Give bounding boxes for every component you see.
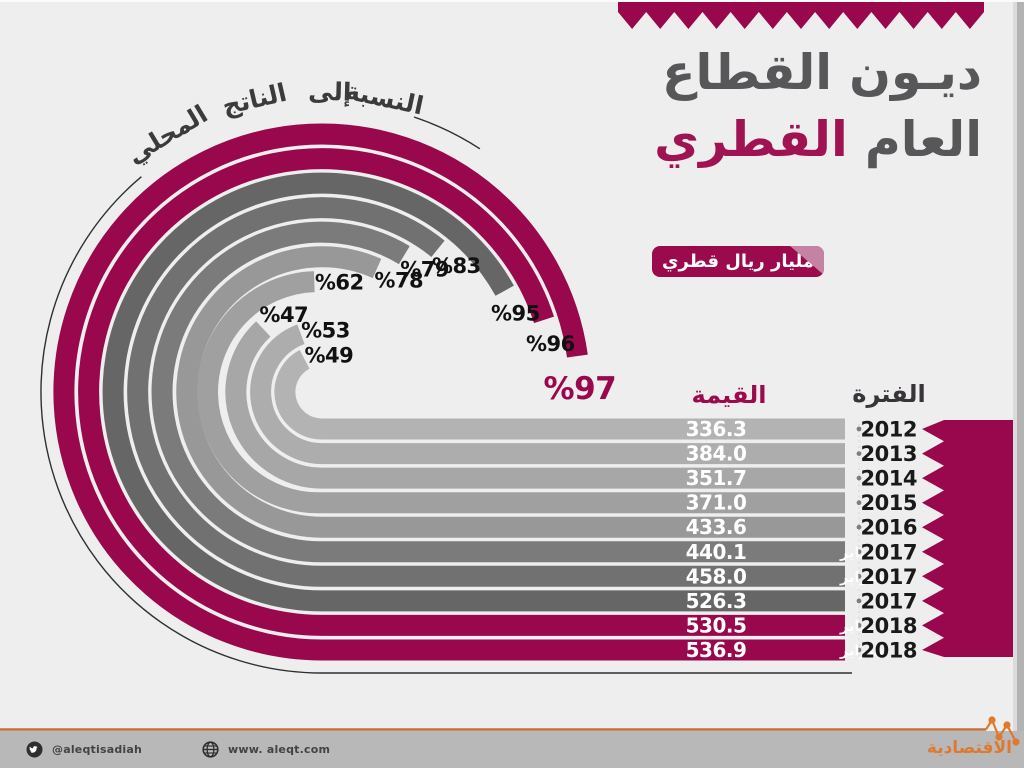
value-label: 433.6 [686, 515, 747, 539]
badge-fold-decoration [790, 246, 824, 275]
pct-of-gdp-label: %78 [374, 269, 423, 293]
table-header-period: الفترة [852, 380, 926, 408]
page-edge-highlight [1013, 0, 1017, 731]
table-header-value: القيمة [691, 381, 767, 409]
period-tick-dot [856, 475, 862, 481]
page-top-edge [0, 0, 1024, 2]
brand-chart-glyph-dot [1003, 721, 1011, 729]
period-tick-dot [856, 623, 862, 628]
footer-links: @aleqtisadiah www. aleqt.com [26, 739, 330, 759]
value-label: 458.0 [686, 564, 747, 588]
year-label: 2015 [861, 491, 917, 515]
globe-icon [202, 740, 219, 758]
period-tick-dot [856, 573, 862, 579]
pct-of-gdp-label: %97 [544, 371, 617, 407]
pct-of-gdp-label: %47 [259, 303, 308, 327]
footer-twitter-handle[interactable]: @aleqtisadiah [52, 742, 143, 756]
pct-of-gdp-label: %53 [301, 319, 350, 343]
footer-bar: @aleqtisadiah www. aleqt.com الاقتصادية [0, 731, 1024, 768]
footer-website[interactable]: www. aleqt.com [228, 742, 331, 756]
month-label: يناير [839, 545, 871, 561]
period-tick-dot [856, 451, 862, 456]
page-edge-shadow [1017, 0, 1024, 731]
curved-axis-word: الناتج [219, 78, 289, 122]
unit-badge: مليار ريال قطري [652, 246, 824, 277]
period-chevron-block [922, 420, 1013, 657]
value-label: 440.1 [686, 540, 747, 564]
year-label: 2012 [861, 418, 917, 442]
zigzag-ribbon [618, 2, 984, 29]
period-tick-dot [856, 524, 862, 530]
brand-chart-glyph-dot [988, 716, 996, 724]
page-title-accent-word: القطري [654, 110, 849, 168]
value-label: 526.3 [686, 589, 747, 613]
year-label: 2013 [861, 442, 917, 466]
page-title-line1: ديـون القطاع [662, 44, 983, 101]
month-label: فبراير [839, 644, 884, 660]
value-label: 384.0 [686, 442, 747, 466]
period-tick-dot [856, 647, 862, 653]
year-label: 2016 [861, 516, 917, 540]
month-label: فبراير [839, 570, 884, 586]
curved-axis-word: النسبة [343, 76, 426, 121]
year-label: 2014 [861, 467, 917, 491]
pct-of-gdp-label: %83 [432, 254, 481, 278]
page-title-line2: العام القطري [654, 110, 983, 168]
pct-of-gdp-label: %96 [526, 332, 575, 356]
curved-axis-word: إلى [308, 77, 352, 107]
year-label: 2018 [861, 639, 917, 663]
value-label: 536.9 [686, 638, 747, 662]
value-label: 371.0 [686, 491, 747, 515]
year-label: 2018 [861, 614, 917, 638]
year-label: 2017 [861, 589, 917, 613]
page-title: ديـون القطاع العام القطري [562, 40, 983, 173]
period-tick-dot [856, 500, 862, 506]
outline-arc-right-segment [413, 116, 481, 150]
pct-of-gdp-label: %49 [305, 344, 354, 368]
month-label: يناير [839, 619, 871, 635]
pct-of-gdp-label: %95 [491, 301, 540, 325]
value-label: 530.5 [686, 613, 747, 637]
value-label: 351.7 [686, 466, 747, 490]
year-label: 2017 [861, 540, 917, 564]
value-label: 336.3 [686, 417, 747, 441]
twitter-icon[interactable] [26, 741, 43, 758]
year-label: 2017 [861, 565, 917, 589]
pct-of-gdp-label: %62 [315, 271, 364, 295]
period-tick-dot [856, 549, 862, 555]
pct-of-gdp-label: %79 [400, 258, 449, 282]
period-tick-dot [856, 426, 862, 432]
curved-axis-word: المحلي [122, 99, 213, 169]
period-tick-dot [856, 598, 862, 604]
brand-logo-text: الاقتصادية [926, 738, 1012, 758]
